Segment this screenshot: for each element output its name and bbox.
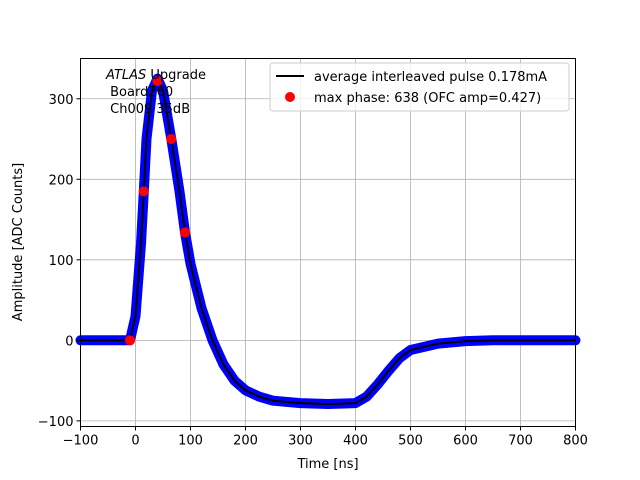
average-pulse-line — [80, 77, 576, 405]
x-tick-label: 300 — [288, 434, 313, 449]
y-tick-label: 200 — [49, 173, 74, 188]
max-phase-point — [166, 134, 177, 145]
y-tick-label: 300 — [49, 93, 74, 108]
plot-frame — [80, 58, 576, 427]
x-tick-label: 600 — [453, 434, 478, 449]
atlas-annotation: ATLAS Upgrade — [105, 68, 206, 83]
axis-ticks: −100 0 100 200 300 400 500 600 700 800 −100 0 100 200… — [38, 93, 588, 449]
max-phase-point — [152, 76, 163, 87]
annotation-rest: Upgrade — [146, 68, 206, 83]
x-tick-label: 800 — [563, 434, 588, 449]
max-phase-points — [125, 76, 190, 346]
max-phase-point — [180, 227, 190, 238]
max-phase-point — [125, 335, 135, 346]
x-axis-label: Time [ns] — [296, 457, 358, 472]
legend-label-pulse: average interleaved pulse 0.178mA — [314, 70, 547, 85]
grid-lines — [80, 58, 576, 427]
legend-marker-swatch — [285, 92, 295, 102]
average-pulse-path — [80, 77, 576, 405]
x-tick-label: −100 — [63, 434, 99, 449]
annotation-italic: ATLAS — [105, 68, 146, 83]
y-tick-label: −100 — [38, 415, 74, 430]
y-axis-label: Amplitude [ADC Counts] — [11, 163, 26, 321]
annotation-board: Board260 — [106, 85, 173, 100]
legend: average interleaved pulse 0.178mA max ph… — [269, 62, 570, 112]
max-phase-point — [138, 186, 149, 197]
x-tick-label: 200 — [233, 434, 258, 449]
y-tick-label: 100 — [49, 254, 74, 269]
x-tick-label: 400 — [343, 434, 368, 449]
sample-band — [75, 73, 581, 409]
x-tick-label: 500 — [398, 434, 423, 449]
annotation-channel: Ch009 35dB — [106, 102, 190, 117]
legend-box — [269, 62, 570, 112]
x-tick-label: 0 — [131, 434, 139, 449]
x-tick-label: 700 — [508, 434, 533, 449]
legend-label-max-phase: max phase: 638 (OFC amp=0.427) — [314, 91, 541, 106]
sample-band-path — [75, 73, 581, 409]
x-tick-label: 100 — [178, 434, 203, 449]
y-tick-label: 0 — [65, 334, 73, 349]
